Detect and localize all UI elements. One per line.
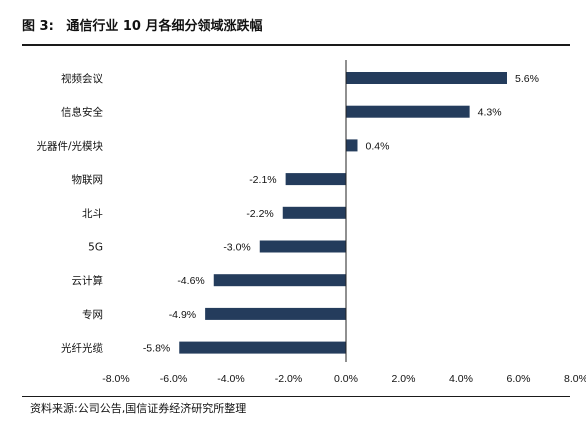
data-label: -4.9% — [169, 309, 196, 321]
x-tick-label: -8.0% — [102, 373, 129, 385]
category-label: 光纤光缆 — [61, 342, 103, 355]
x-tick-label: 2.0% — [392, 373, 416, 385]
category-label: 专网 — [82, 308, 103, 321]
x-tick-label: 4.0% — [449, 373, 473, 385]
x-tick-label: -4.0% — [217, 373, 244, 385]
bar — [179, 341, 346, 354]
x-tick-label: -6.0% — [160, 373, 187, 385]
data-label: -5.8% — [143, 343, 170, 355]
bar — [346, 72, 507, 84]
bar — [205, 307, 346, 320]
figure-title: 通信行业 10 月各细分领域涨跌幅 — [66, 19, 263, 34]
x-tick-label: 0.0% — [334, 373, 358, 385]
category-label: 视频会议 — [61, 72, 103, 85]
bar — [282, 206, 346, 219]
data-label: -2.1% — [249, 174, 276, 186]
category-label: 信息安全 — [61, 106, 103, 119]
bar — [346, 105, 470, 118]
x-tick-label: 6.0% — [507, 373, 531, 385]
data-label: 5.6% — [515, 73, 539, 85]
bar — [213, 274, 346, 287]
category-label: 光器件/光模块 — [36, 139, 103, 152]
data-label: -3.0% — [223, 242, 250, 254]
bar — [346, 139, 358, 152]
category-label: 北斗 — [82, 208, 103, 220]
source-note: 资料来源:公司公告,国信证券经济研究所整理 — [30, 402, 247, 415]
category-label: 云计算 — [72, 274, 104, 287]
bottom-rule — [22, 396, 570, 397]
x-tick-label: 8.0% — [564, 373, 586, 385]
x-tick-label: -2.0% — [275, 373, 302, 385]
category-label: 物联网 — [72, 173, 104, 186]
top-rule — [22, 44, 570, 46]
data-label: 0.4% — [366, 140, 390, 152]
figure-label: 图 3: — [22, 19, 54, 34]
data-label: 4.3% — [478, 107, 502, 119]
data-label: -2.2% — [246, 208, 273, 220]
category-label: 5G — [88, 242, 103, 254]
data-label: -4.6% — [177, 275, 204, 287]
bar — [259, 240, 346, 253]
chart-title: 图 3: 通信行业 10 月各细分领域涨跌幅 — [22, 14, 570, 40]
bar — [285, 173, 346, 186]
